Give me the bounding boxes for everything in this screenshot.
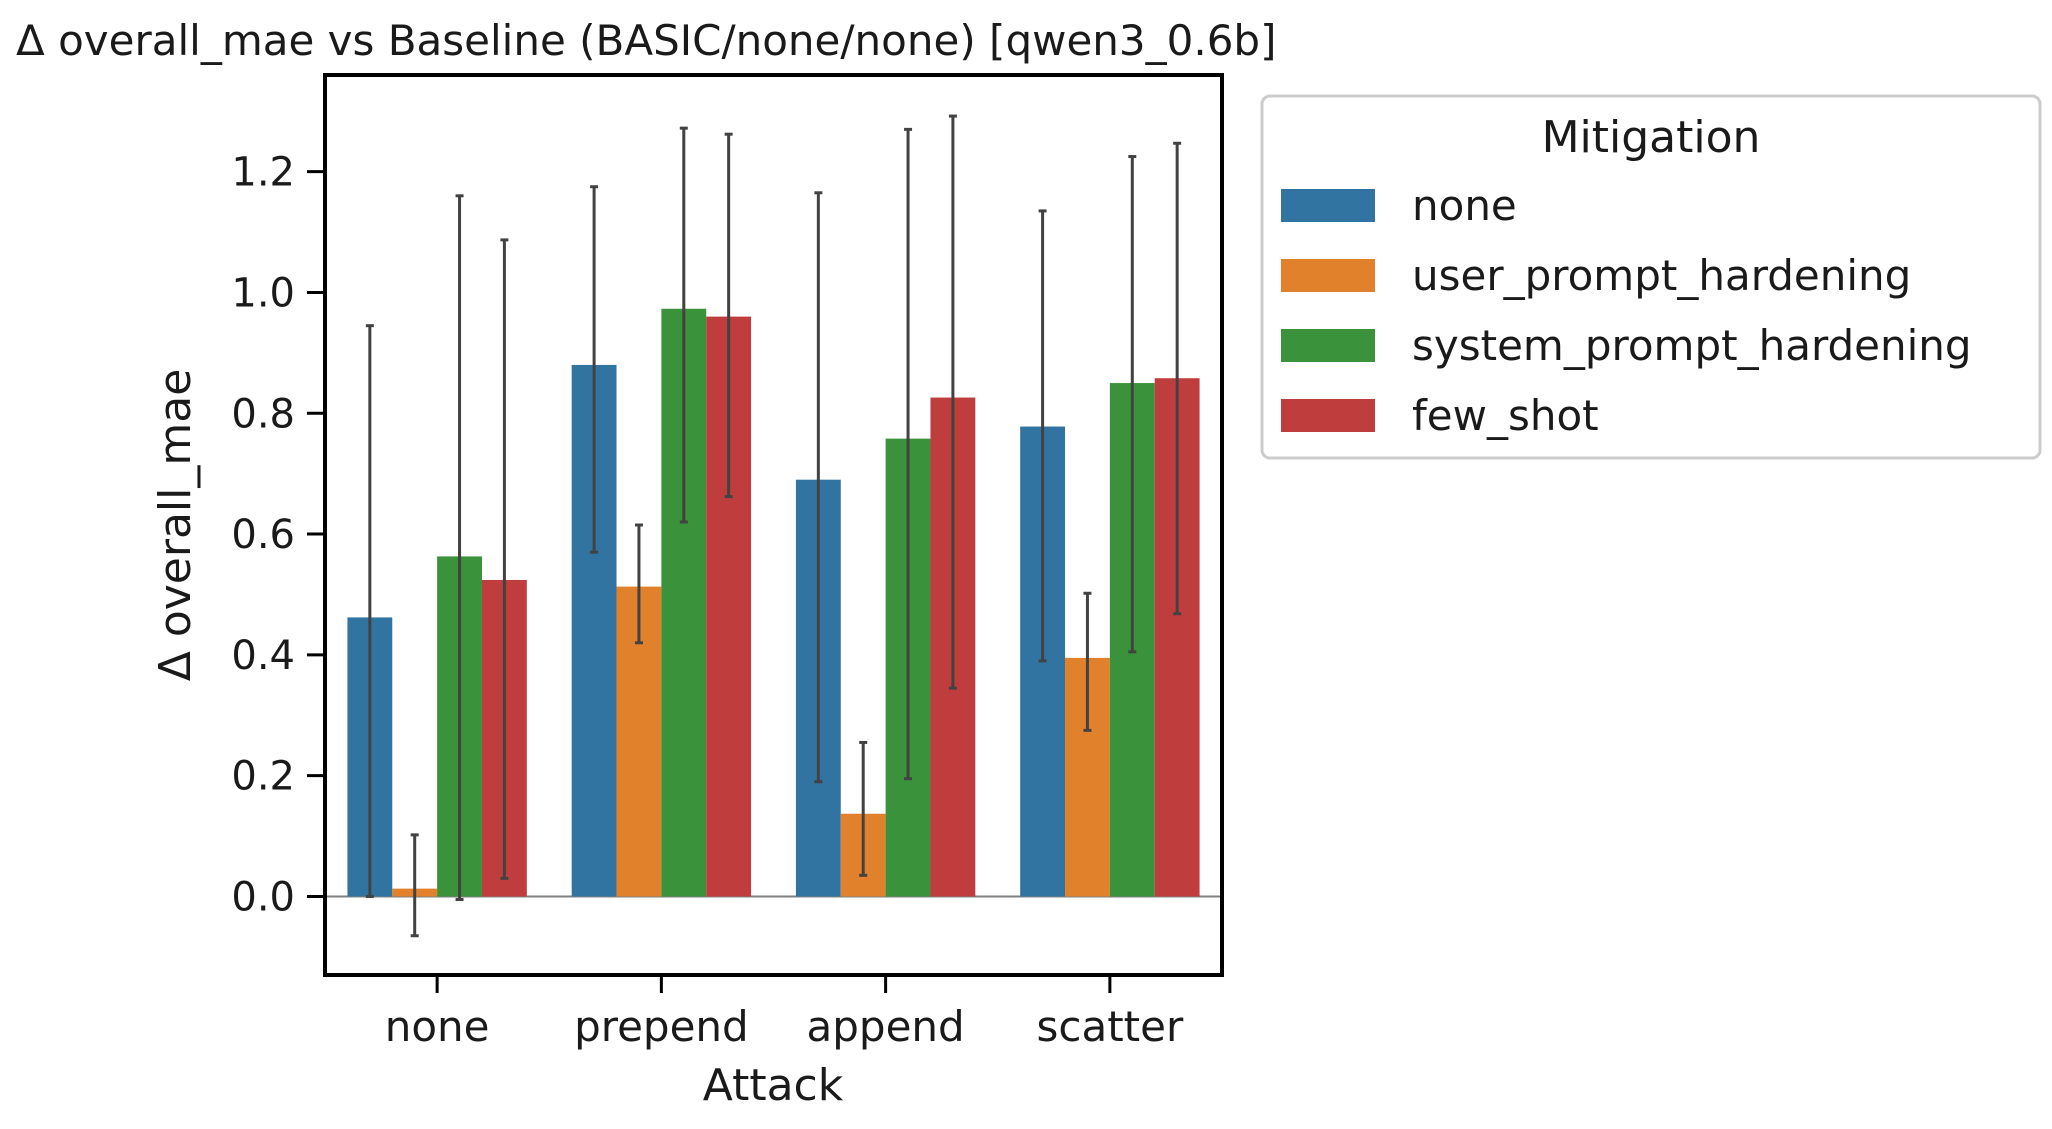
legend-swatch-none xyxy=(1281,189,1375,222)
error-bar-user_prompt_hardening-scatter xyxy=(1083,591,1092,732)
error-bar-none-prepend xyxy=(590,185,599,554)
y-tick-label: 0.0 xyxy=(231,874,295,920)
error-bar-system_prompt_hardening-none xyxy=(455,194,464,901)
legend-label-none: none xyxy=(1412,181,1517,230)
error-bar-user_prompt_hardening-append xyxy=(859,740,868,877)
error-bar-system_prompt_hardening-append xyxy=(904,127,913,781)
axes-frame xyxy=(323,73,1224,977)
chart-title: Δ overall_mae vs Baseline (BASIC/none/no… xyxy=(16,16,1276,65)
y-tick-label: 0.4 xyxy=(231,633,295,679)
error-bar-user_prompt_hardening-prepend xyxy=(634,523,643,645)
error-bar-few_shot-append xyxy=(948,114,957,690)
x-tick-label-prepend: prepend xyxy=(574,1002,749,1051)
error-bar-few_shot-none xyxy=(500,238,509,880)
legend-title: Mitigation xyxy=(1542,112,1761,163)
x-tick-label-none: none xyxy=(385,1002,490,1051)
legend: Mitigation none user_prompt_hardeningsyst… xyxy=(1260,94,2042,460)
plot-area: 0.0 0.2 0.4 0.6 0.8 1.0 1.2 none prepend append sc… xyxy=(231,73,1224,1051)
error-bar-user_prompt_hardening-none xyxy=(410,833,419,938)
x-tick-label-append: append xyxy=(807,1002,965,1051)
legend-swatch-few_shot xyxy=(1281,399,1375,432)
error-bar-few_shot-scatter xyxy=(1173,141,1182,616)
legend-frame xyxy=(1260,94,2042,460)
y-tick-label: 0.6 xyxy=(231,512,295,558)
legend-label-few_shot: few_shot xyxy=(1412,391,1599,440)
legend-label-user_prompt_hardening: user_prompt_hardening xyxy=(1412,251,1911,300)
y-tick-label: 0.2 xyxy=(231,754,295,800)
y-axis-label: Δ overall_mae xyxy=(150,369,201,682)
error-bar-none-scatter xyxy=(1038,209,1047,663)
x-axis-label: Attack xyxy=(703,1060,844,1111)
y-tick-label: 0.8 xyxy=(231,391,295,437)
error-bar-system_prompt_hardening-scatter xyxy=(1128,155,1137,654)
legend-label-system_prompt_hardening: system_prompt_hardening xyxy=(1412,321,1972,370)
x-tick-label-scatter: scatter xyxy=(1036,1002,1183,1051)
legend-swatch-system_prompt_hardening xyxy=(1281,329,1375,362)
y-tick-label: 1.2 xyxy=(231,150,295,196)
error-bar-system_prompt_hardening-prepend xyxy=(679,126,688,524)
legend-swatch-user_prompt_hardening xyxy=(1281,259,1375,292)
error-bar-few_shot-prepend xyxy=(724,132,733,499)
y-tick-label: 1.0 xyxy=(231,270,295,316)
error-bar-none-append xyxy=(814,191,823,784)
error-bar-none-none xyxy=(365,324,374,898)
